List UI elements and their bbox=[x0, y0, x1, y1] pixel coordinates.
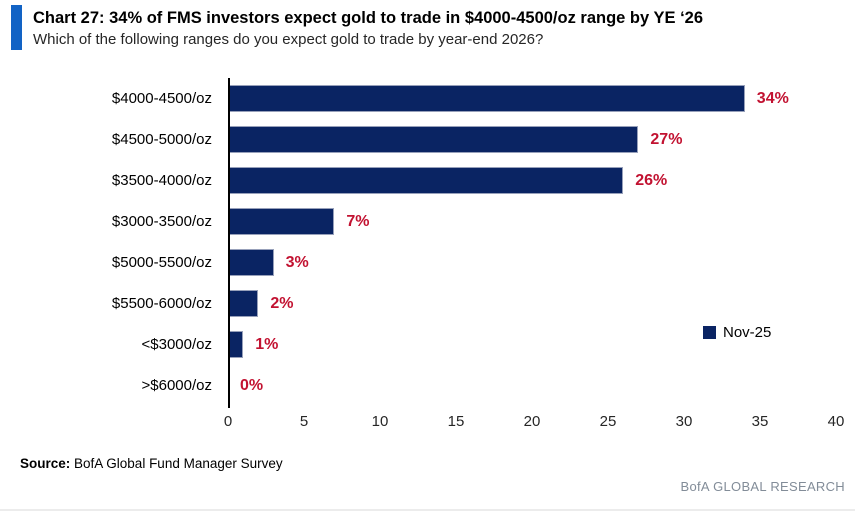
brand-watermark: BofA GLOBAL RESEARCH bbox=[680, 479, 845, 494]
x-tick-label: 5 bbox=[299, 413, 309, 430]
bar-row: $4000-4500/oz 34% bbox=[0, 78, 855, 119]
legend-swatch bbox=[703, 326, 716, 339]
x-tick-label: 35 bbox=[751, 413, 769, 430]
bar-row: <$3000/oz 1% bbox=[0, 324, 855, 365]
legend: Nov-25 bbox=[703, 324, 771, 341]
x-tick-label: 0 bbox=[223, 413, 233, 430]
x-axis: 0 5 10 15 20 25 30 35 40 bbox=[0, 413, 855, 433]
bar bbox=[228, 167, 624, 194]
source-label: Source: bbox=[20, 456, 71, 471]
value-label: 27% bbox=[650, 130, 683, 148]
bar-row: $3500-4000/oz 26% bbox=[0, 160, 855, 201]
source-text: BofA Global Fund Manager Survey bbox=[70, 456, 283, 471]
category-label: $4000-4500/oz bbox=[111, 90, 212, 107]
value-label: 0% bbox=[240, 376, 264, 394]
x-tick-label: 10 bbox=[371, 413, 389, 430]
category-label: >$6000/oz bbox=[141, 377, 212, 394]
category-label: $3500-4000/oz bbox=[111, 172, 212, 189]
x-tick-label: 15 bbox=[447, 413, 465, 430]
bar-row: $4500-5000/oz 27% bbox=[0, 119, 855, 160]
chart-subtitle: Which of the following ranges do you exp… bbox=[33, 31, 544, 48]
x-tick-label: 30 bbox=[675, 413, 693, 430]
value-label: 3% bbox=[285, 253, 309, 271]
value-label: 26% bbox=[635, 171, 668, 189]
y-axis-line bbox=[228, 78, 230, 408]
bar bbox=[228, 331, 244, 358]
bar bbox=[228, 85, 745, 112]
bar bbox=[228, 208, 335, 235]
bar-row: $3000-3500/oz 7% bbox=[0, 201, 855, 242]
accent-bar bbox=[11, 5, 22, 50]
bar-row: >$6000/oz 0% bbox=[0, 365, 855, 406]
category-label: <$3000/oz bbox=[141, 336, 212, 353]
bar bbox=[228, 126, 639, 153]
bar bbox=[228, 290, 259, 317]
category-label: $3000-3500/oz bbox=[111, 213, 212, 230]
legend-label: Nov-25 bbox=[723, 324, 772, 341]
bar-row: $5500-6000/oz 2% bbox=[0, 283, 855, 324]
category-label: $5500-6000/oz bbox=[111, 295, 212, 312]
value-label: 34% bbox=[756, 89, 789, 107]
bar-row: $5000-5500/oz 3% bbox=[0, 242, 855, 283]
x-tick-label: 25 bbox=[599, 413, 617, 430]
x-tick-label: 20 bbox=[523, 413, 541, 430]
value-label: 2% bbox=[270, 294, 294, 312]
bar bbox=[228, 249, 274, 276]
value-label: 7% bbox=[346, 212, 370, 230]
chart-title: Chart 27: 34% of FMS investors expect go… bbox=[33, 9, 704, 27]
x-tick-label: 40 bbox=[827, 413, 845, 430]
plot-area: $4000-4500/oz 34% $4500-5000/oz 27% $350… bbox=[0, 78, 855, 408]
value-label: 1% bbox=[255, 335, 279, 353]
category-label: $4500-5000/oz bbox=[111, 131, 212, 148]
category-label: $5000-5500/oz bbox=[111, 254, 212, 271]
source-note: Source: BofA Global Fund Manager Survey bbox=[20, 456, 283, 471]
